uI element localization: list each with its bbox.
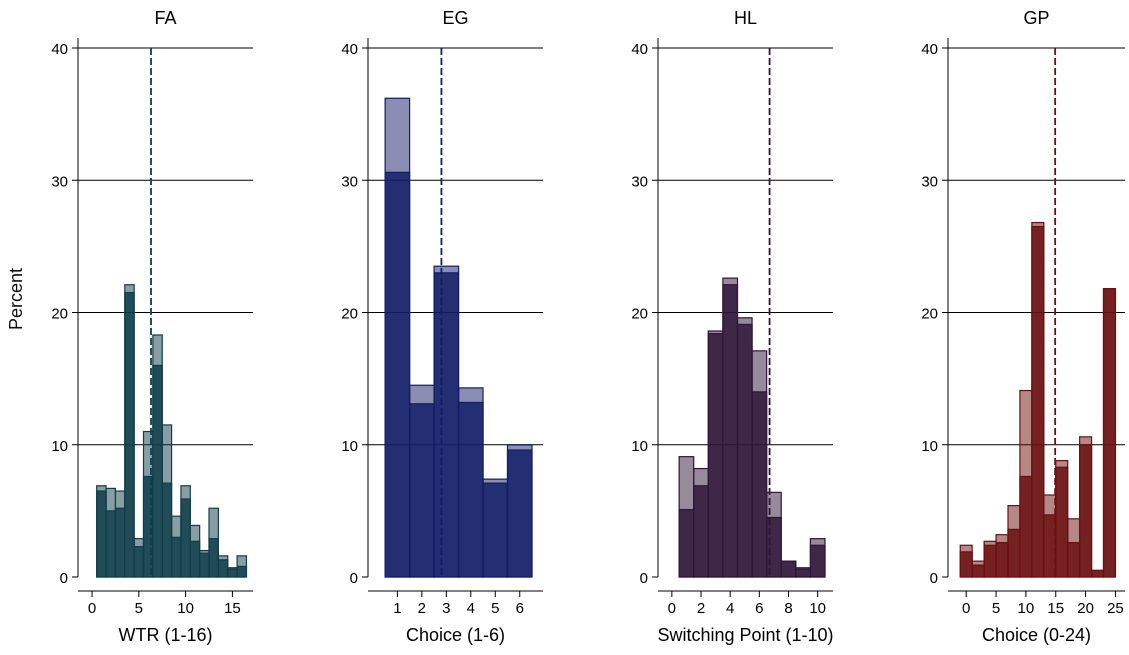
eg-bar-dark — [409, 403, 435, 578]
hl-x-tick-label: 10 — [809, 600, 826, 617]
eg-x-tick-label: 6 — [516, 600, 524, 617]
gp-bar-dark — [1067, 542, 1081, 578]
hl-x-tick-label: 0 — [668, 600, 676, 617]
gp-bar-dark — [1055, 466, 1069, 578]
eg-y-tick-label: 10 — [341, 438, 358, 455]
gp-bar-dark — [959, 551, 973, 578]
fa-panel-title: FA — [154, 8, 176, 28]
gp-y-tick-label: 40 — [921, 41, 938, 58]
gp-y-tick-label: 30 — [921, 173, 938, 190]
fa-bar-dark — [152, 364, 163, 578]
hl-bar-dark — [693, 485, 709, 578]
hl-bar-dark — [707, 333, 724, 578]
gp-bar-dark — [1007, 528, 1021, 578]
eg-y-tick-label: 30 — [341, 173, 358, 190]
fa-x-axis-label: WTR (1-16) — [119, 625, 213, 645]
y-axis-label: Percent — [6, 267, 26, 330]
eg-x-tick-label: 2 — [418, 600, 426, 617]
hl-bar-dark — [795, 568, 811, 578]
fa-x-tick-label: 5 — [135, 600, 143, 617]
hl-panel-title: HL — [734, 8, 757, 28]
gp-x-tick-label: 25 — [1107, 600, 1124, 617]
hl-bar-dark — [736, 323, 753, 578]
eg-x-axis-label: Choice (1-6) — [406, 625, 505, 645]
fa-bar-dark — [96, 490, 107, 578]
eg-bar-dark — [433, 272, 460, 578]
fa-bar-dark — [105, 510, 117, 578]
gp-x-tick-label: 20 — [1077, 600, 1094, 617]
gp-bar-dark — [1043, 514, 1057, 578]
hl-y-tick-label: 40 — [631, 41, 648, 58]
gp-y-tick-label: 10 — [921, 438, 938, 455]
fa-bar-dark — [208, 538, 219, 578]
fa-bar-dark — [227, 568, 238, 578]
gp-bar-dark — [1079, 444, 1093, 578]
fa-bar-dark — [217, 559, 229, 578]
hl-bar-dark — [678, 508, 695, 578]
fa-x-tick-label: 0 — [88, 600, 96, 617]
gp-bar-dark — [1102, 288, 1117, 578]
gp-panel-title: GP — [1023, 8, 1049, 28]
eg-bar-dark — [457, 401, 484, 578]
gp-bar-dark — [971, 564, 985, 578]
gp-bar-dark — [995, 542, 1009, 578]
gp-bar-dark — [983, 544, 997, 578]
hl-bar-dark — [780, 560, 797, 578]
fa-bar-dark — [133, 545, 145, 578]
hl-x-tick-label: 4 — [726, 600, 734, 617]
gp-bar-dark — [1019, 475, 1033, 578]
fa-y-tick-label: 0 — [60, 570, 68, 587]
eg-panel-title: EG — [442, 8, 468, 28]
fa-bar-dark — [170, 536, 182, 578]
hl-x-tick-label: 6 — [755, 600, 763, 617]
fa-x-tick-label: 10 — [177, 600, 194, 617]
eg-x-tick-label: 3 — [442, 600, 450, 617]
hl-bar-dark — [809, 544, 826, 578]
hl-y-tick-label: 30 — [631, 173, 648, 190]
hl-x-tick-label: 2 — [697, 600, 705, 617]
fa-y-tick-label: 20 — [51, 306, 68, 323]
gp-x-tick-label: 5 — [992, 600, 1000, 617]
hl-y-tick-label: 10 — [631, 438, 648, 455]
eg-bar-dark — [506, 449, 533, 578]
gp-x-tick-label: 0 — [962, 600, 970, 617]
eg-y-tick-label: 20 — [341, 306, 358, 323]
gp-bar-dark — [1090, 569, 1105, 578]
fa-bar-dark — [180, 498, 191, 578]
hl-y-tick-label: 20 — [631, 306, 648, 323]
gp-x-axis-label: Choice (0-24) — [982, 625, 1091, 645]
eg-x-tick-label: 5 — [491, 600, 499, 617]
hl-x-axis-label: Switching Point (1-10) — [657, 625, 833, 645]
fa-bar-dark — [124, 292, 135, 578]
fa-bar-dark — [189, 540, 201, 578]
eg-y-tick-label: 40 — [341, 41, 358, 58]
eg-x-tick-label: 1 — [393, 600, 401, 617]
fa-bar-dark — [236, 565, 248, 578]
hl-bar-dark — [722, 284, 739, 578]
hl-y-tick-label: 0 — [640, 570, 648, 587]
fa-y-tick-label: 10 — [51, 438, 68, 455]
fa-y-tick-label: 30 — [51, 173, 68, 190]
gp-y-tick-label: 0 — [930, 570, 938, 587]
hl-bar-dark — [751, 391, 768, 578]
fa-bar-dark — [161, 482, 173, 578]
eg-bar-dark — [384, 171, 411, 578]
fa-bar-dark — [199, 552, 210, 578]
gp-bar-dark — [1031, 225, 1045, 578]
gp-y-tick-label: 20 — [921, 306, 938, 323]
fa-y-tick-label: 40 — [51, 41, 68, 58]
eg-x-tick-label: 4 — [467, 600, 475, 617]
eg-bar-dark — [482, 482, 509, 578]
hl-x-tick-label: 8 — [784, 600, 792, 617]
fa-bar-dark — [114, 507, 126, 578]
gp-x-tick-label: 15 — [1047, 600, 1064, 617]
eg-y-tick-label: 0 — [350, 570, 358, 587]
gp-x-tick-label: 10 — [1018, 600, 1035, 617]
fa-x-tick-label: 15 — [224, 600, 241, 617]
